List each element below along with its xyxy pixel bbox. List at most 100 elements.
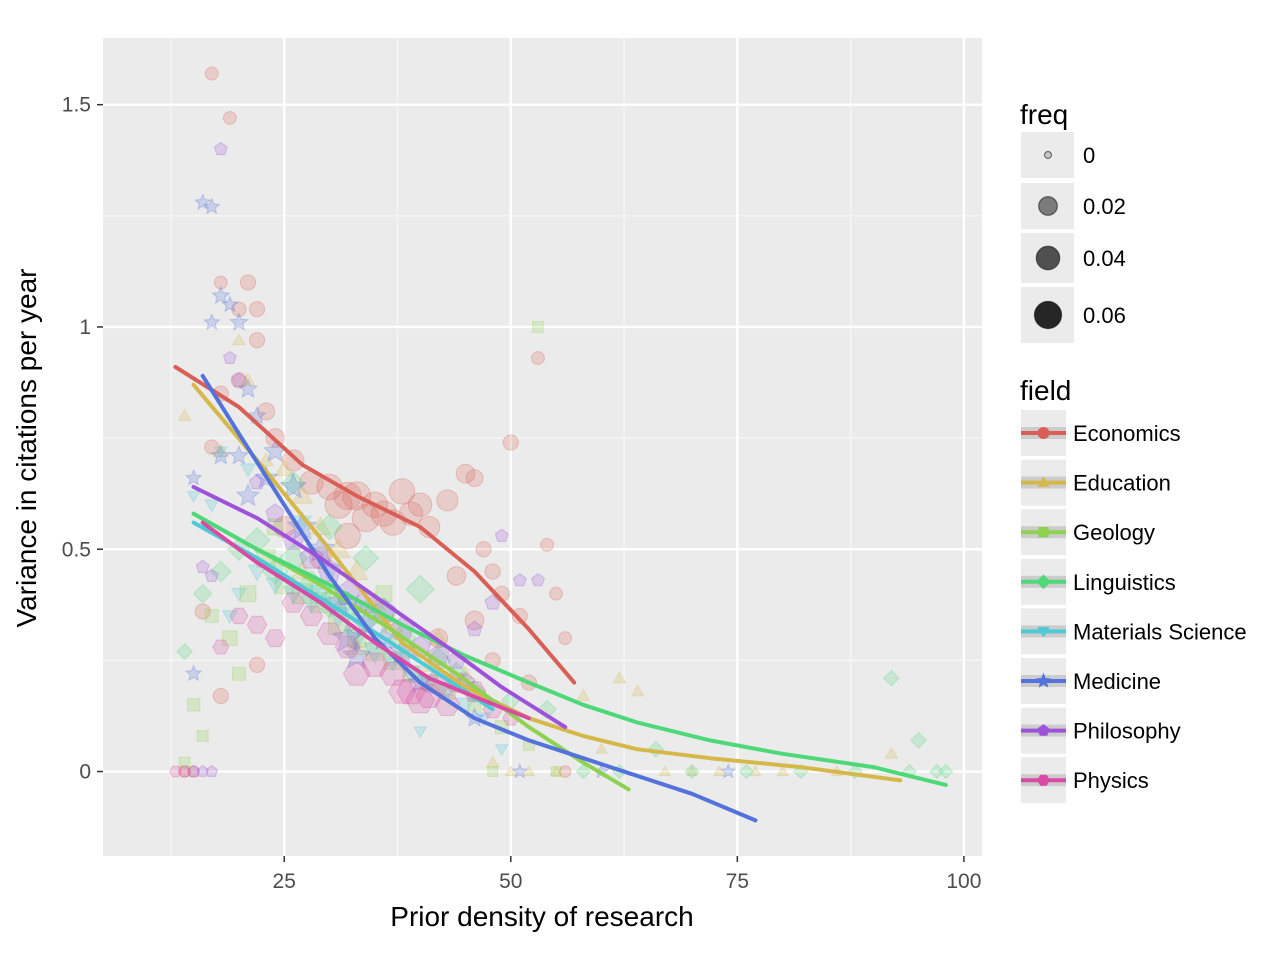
data-point bbox=[475, 541, 492, 558]
data-point bbox=[213, 446, 228, 459]
data-point bbox=[240, 372, 256, 386]
data-point bbox=[239, 585, 257, 603]
data-point bbox=[938, 763, 954, 780]
data-point bbox=[455, 697, 476, 715]
data-point bbox=[231, 666, 246, 681]
size-legend-title: freq bbox=[1020, 99, 1068, 130]
data-point bbox=[202, 313, 221, 331]
data-point bbox=[532, 321, 544, 333]
data-point bbox=[684, 763, 700, 780]
data-point bbox=[209, 560, 232, 583]
data-point bbox=[884, 746, 899, 759]
y-tick-label: 1.5 bbox=[62, 94, 91, 117]
data-point bbox=[229, 607, 249, 625]
data-point bbox=[281, 592, 306, 613]
data-point bbox=[187, 698, 201, 712]
size-legend-dot bbox=[1038, 196, 1058, 216]
data-point bbox=[231, 333, 246, 346]
size-legend-key bbox=[1021, 183, 1074, 229]
y-tick-label: 1 bbox=[79, 316, 91, 339]
trend-line bbox=[191, 485, 568, 730]
data-point bbox=[239, 274, 257, 291]
data-point bbox=[324, 490, 353, 519]
data-point bbox=[595, 742, 608, 754]
data-point bbox=[176, 643, 194, 660]
data-point bbox=[776, 765, 789, 777]
data-point bbox=[204, 499, 220, 513]
field-legend: field Economics Education Geology Linguisti… bbox=[1020, 375, 1247, 804]
data-point bbox=[531, 572, 545, 587]
data-point bbox=[193, 193, 212, 211]
field-legend-label: Philosophy bbox=[1073, 719, 1181, 744]
data-point bbox=[738, 763, 755, 780]
size-legend-dot bbox=[1033, 300, 1063, 330]
data-point bbox=[549, 765, 563, 777]
field-legend-title: field bbox=[1020, 375, 1071, 406]
data-point bbox=[388, 478, 416, 505]
field-legend-label: Economics bbox=[1073, 421, 1181, 446]
data-point bbox=[212, 443, 229, 458]
field-legend-marker bbox=[1037, 774, 1050, 786]
data-point bbox=[575, 763, 591, 780]
size-legend-dot bbox=[1043, 150, 1053, 160]
gridlines bbox=[103, 38, 982, 856]
field-legend-marker bbox=[1037, 476, 1050, 487]
data-point bbox=[464, 610, 485, 631]
data-point bbox=[415, 683, 444, 708]
field-legend-marker bbox=[1036, 574, 1051, 590]
data-point bbox=[342, 661, 371, 686]
data-point bbox=[299, 545, 324, 569]
data-point bbox=[204, 439, 220, 455]
data-point bbox=[685, 765, 699, 777]
data-point bbox=[177, 408, 192, 421]
data-point bbox=[274, 459, 294, 477]
data-point bbox=[446, 566, 467, 586]
data-point bbox=[202, 197, 221, 215]
y-tick-label: 0.5 bbox=[62, 538, 91, 561]
data-point bbox=[239, 463, 257, 478]
data-point bbox=[576, 688, 591, 701]
data-point bbox=[231, 301, 247, 317]
data-point bbox=[247, 564, 267, 582]
data-point bbox=[612, 671, 627, 684]
data-point bbox=[282, 449, 305, 472]
data-point bbox=[558, 765, 572, 778]
data-point bbox=[248, 301, 266, 318]
size-legend-label: 0 bbox=[1083, 143, 1095, 168]
data-point bbox=[466, 620, 483, 637]
data-point bbox=[281, 470, 306, 495]
data-point bbox=[465, 469, 484, 488]
field-legend-label: Education bbox=[1073, 471, 1171, 496]
data-point bbox=[221, 610, 238, 625]
data-point bbox=[405, 574, 435, 605]
x-axis-title: Prior density of research bbox=[390, 901, 693, 932]
y-axis-title: Variance in citations per year bbox=[11, 269, 42, 628]
data-point bbox=[258, 452, 275, 467]
field-legend-label: Medicine bbox=[1073, 669, 1161, 694]
data-point bbox=[316, 622, 343, 645]
data-point bbox=[487, 766, 499, 777]
data-point bbox=[630, 684, 645, 697]
trend-line bbox=[191, 511, 948, 787]
data-point bbox=[316, 513, 344, 541]
data-point bbox=[279, 472, 308, 499]
data-point bbox=[204, 608, 219, 623]
data-point bbox=[184, 468, 203, 486]
data-point bbox=[494, 528, 509, 542]
data-point bbox=[210, 445, 232, 465]
data-point bbox=[434, 693, 461, 716]
data-point bbox=[494, 744, 509, 757]
data-point bbox=[341, 639, 372, 669]
data-point bbox=[212, 639, 230, 655]
data-point bbox=[512, 572, 527, 587]
data-point bbox=[334, 522, 361, 550]
data-point bbox=[213, 141, 228, 156]
field-legend-label: Physics bbox=[1073, 768, 1149, 793]
trend-line bbox=[173, 365, 577, 685]
data-point bbox=[187, 764, 200, 777]
data-point bbox=[248, 656, 266, 673]
data-point bbox=[235, 482, 261, 507]
data-point bbox=[531, 351, 545, 365]
data-point bbox=[484, 563, 501, 580]
data-point bbox=[369, 596, 399, 627]
